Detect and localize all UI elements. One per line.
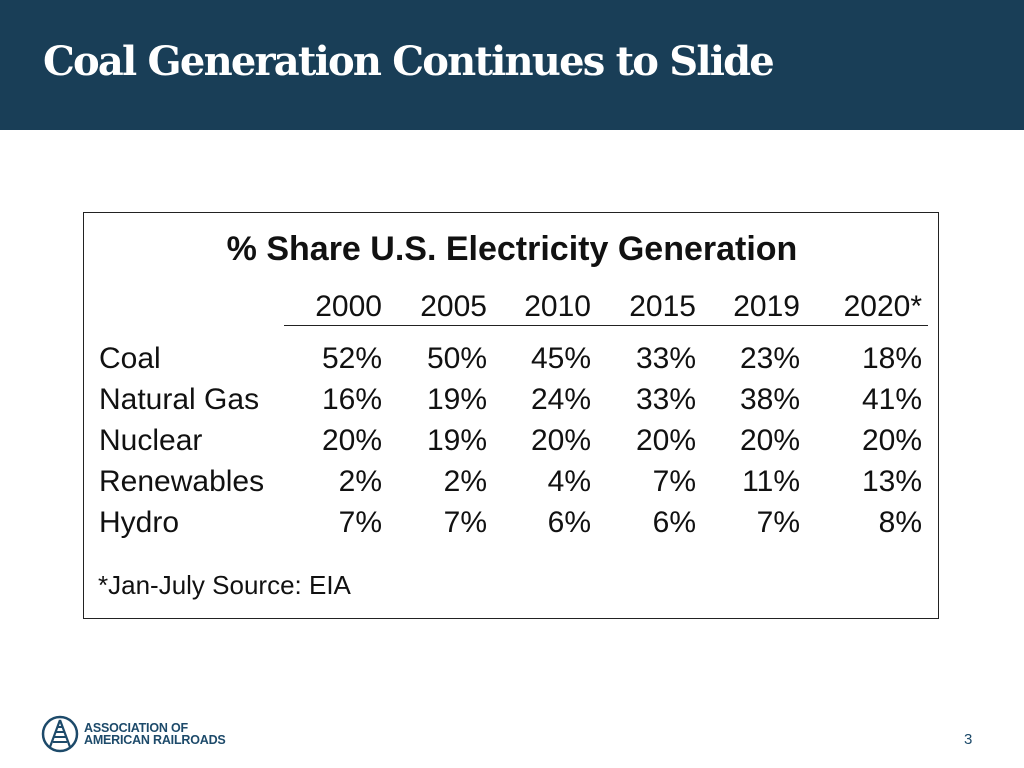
table-cell: 4% <box>547 465 591 498</box>
header-divider <box>284 325 928 326</box>
aar-logo: ASSOCIATION OF AMERICAN RAILROADS <box>40 714 226 754</box>
table-cell: 13% <box>861 465 922 498</box>
table-cell: 45% <box>530 342 591 375</box>
column-header: 2005 <box>420 290 487 323</box>
row-label: Renewables <box>99 465 265 498</box>
table-cell: 6% <box>652 506 696 539</box>
row-label: Nuclear <box>99 424 203 457</box>
table-cell: 24% <box>530 383 591 416</box>
table-cell: 16% <box>321 383 382 416</box>
row-label: Hydro <box>99 506 180 539</box>
table-cell: 41% <box>861 383 922 416</box>
table-cell: 19% <box>426 383 487 416</box>
table-cell: 7% <box>652 465 696 498</box>
column-header: 2019 <box>733 290 800 323</box>
column-header: 2010 <box>524 290 591 323</box>
logo-line-2: AMERICAN RAILROADS <box>84 733 226 747</box>
table-cell: 20% <box>321 424 382 457</box>
table-cell: 20% <box>861 424 922 457</box>
data-table-frame <box>83 212 939 619</box>
table-title: % Share U.S. Electricity Generation <box>226 230 798 268</box>
table-cell: 38% <box>739 383 800 416</box>
railroad-logo-icon <box>41 715 79 753</box>
table-cell: 6% <box>547 506 591 539</box>
row-label: Natural Gas <box>99 383 260 416</box>
table-cell: 8% <box>878 506 922 539</box>
table-cell: 11% <box>742 465 800 498</box>
table-cell: 7% <box>443 506 487 539</box>
table-cell: 2% <box>443 465 487 498</box>
table-cell: 50% <box>426 342 487 375</box>
table-cell: 33% <box>635 383 696 416</box>
table-footnote: *Jan-July Source: EIA <box>98 570 351 600</box>
column-header: 2020* <box>843 290 922 323</box>
table-cell: 20% <box>530 424 591 457</box>
logo-line-1: ASSOCIATION OF <box>84 721 188 735</box>
table-cell: 18% <box>861 342 922 375</box>
table-cell: 7% <box>756 506 800 539</box>
slide-title: Coal Generation Continues to Slide <box>43 38 775 85</box>
table-cell: 20% <box>739 424 800 457</box>
table-cell: 33% <box>635 342 696 375</box>
table-cell: 23% <box>739 342 800 375</box>
table-cell: 19% <box>426 424 487 457</box>
table-cell: 2% <box>338 465 382 498</box>
column-header: 2015 <box>629 290 696 323</box>
table-cell: 20% <box>635 424 696 457</box>
page-number: 3 <box>964 731 973 748</box>
column-header: 2000 <box>315 290 382 323</box>
header-bar: Coal Generation Continues to Slide <box>0 0 1024 130</box>
table-cell: 52% <box>321 342 382 375</box>
row-label: Coal <box>99 342 161 375</box>
table-cell: 7% <box>338 506 382 539</box>
